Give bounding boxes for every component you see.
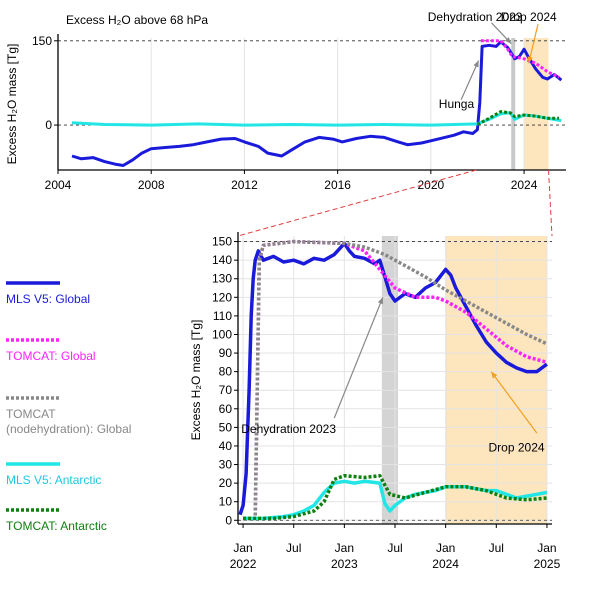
series-line-4 xyxy=(243,473,548,521)
drop-arrow xyxy=(528,23,539,64)
y-tick-label: 0 xyxy=(225,513,232,527)
x-tick-label-year: 2022 xyxy=(230,557,257,571)
x-tick-label: Jul xyxy=(489,541,504,555)
y-tick-label: 90 xyxy=(219,346,233,360)
x-tick-label: Jan xyxy=(537,541,556,555)
y-axis-label: Excess H₂O mass [Tg] xyxy=(5,44,19,165)
y-tick-label: 140 xyxy=(212,253,232,267)
x-tick-label: 2004 xyxy=(45,178,72,192)
y-tick-label: 0 xyxy=(45,118,52,132)
zoom-connector-right xyxy=(548,169,553,237)
y-tick-label: 70 xyxy=(219,383,233,397)
y-tick-label: 110 xyxy=(213,309,232,323)
annotation-label: Dehydration 2023 xyxy=(428,10,523,24)
shading-dehydration xyxy=(381,236,399,524)
y-tick-label: 130 xyxy=(212,272,232,286)
x-tick-label: 2016 xyxy=(324,178,351,192)
legend: MLS V5: Global TOMCAT: Global TOMCAT(nodeh… xyxy=(6,281,131,533)
drop-arrow-head xyxy=(527,56,533,64)
y-tick-label: 20 xyxy=(219,476,233,490)
legend-label-2: TOMCAT xyxy=(6,407,56,421)
series-line-0 xyxy=(71,40,563,167)
hunga-arrow-head xyxy=(473,60,479,68)
y-tick-label: 50 xyxy=(219,420,233,434)
legend-label-4: TOMCAT: Antarctic xyxy=(6,519,107,533)
x-tick-label-year: 2023 xyxy=(331,557,358,571)
drop-arrow xyxy=(490,371,538,434)
series-line-2 xyxy=(71,111,562,127)
x-tick-label: 2024 xyxy=(511,178,538,192)
x-tick-label: 2020 xyxy=(417,178,444,192)
annotation-label: Hunga xyxy=(439,97,475,111)
series-line-3 xyxy=(476,110,559,126)
annotation-label: Dehydration 2023 xyxy=(241,422,336,436)
y-tick-label: 60 xyxy=(219,402,233,416)
zoom-connector-left xyxy=(237,169,477,237)
y-tick-label: 10 xyxy=(219,495,233,509)
y-tick-label: 30 xyxy=(219,458,233,472)
y-tick-label: 120 xyxy=(212,290,232,304)
y-tick-label: 150 xyxy=(212,235,232,249)
legend-label-3: MLS V5: Antarctic xyxy=(6,473,101,487)
dehydration-arrow xyxy=(333,297,384,419)
legend-label-0: MLS V5: Global xyxy=(6,292,90,306)
series-line-3 xyxy=(243,479,548,521)
drop-arrow-head xyxy=(491,371,498,379)
dehydration-arrow-head xyxy=(377,297,383,305)
annotation-label: Drop 2024 xyxy=(489,441,545,455)
dehydration-arrow-head xyxy=(504,37,512,44)
chart-panel-2: 1501401301201101009080706050403020100Jan… xyxy=(189,232,561,571)
y-tick-label: 80 xyxy=(219,365,233,379)
x-tick-label: Jan xyxy=(335,541,354,555)
x-tick-label: Jan xyxy=(436,541,455,555)
x-tick-label: 2012 xyxy=(231,178,258,192)
y-tick-label: 40 xyxy=(219,439,233,453)
annotation-label: Drop 2024 xyxy=(501,10,557,24)
x-tick-label: Jul xyxy=(286,541,301,555)
series-line-2 xyxy=(243,239,548,521)
y-axis-label: Excess H₂O mass [Tg] xyxy=(189,320,203,441)
legend-label-1: TOMCAT: Global xyxy=(6,349,96,363)
y-tick-label: 100 xyxy=(212,327,232,341)
x-tick-label: Jul xyxy=(387,541,402,555)
x-tick-label: 2008 xyxy=(138,178,165,192)
x-tick-label-year: 2024 xyxy=(432,557,459,571)
shading-dehydration xyxy=(511,38,516,170)
legend-label-2-line2: (nodehydration): Global xyxy=(6,422,131,436)
x-tick-label-year: 2025 xyxy=(534,557,561,571)
hunga-arrow xyxy=(460,60,480,101)
x-tick-label: Jan xyxy=(233,541,252,555)
y-tick-label: 150 xyxy=(32,34,52,48)
chart-panel-1: 150 0 2004 2008 2012 2016 2020 2024 Excess H₂O m… xyxy=(5,10,566,192)
chart-title: Excess H₂O above 68 hPa xyxy=(66,13,208,27)
